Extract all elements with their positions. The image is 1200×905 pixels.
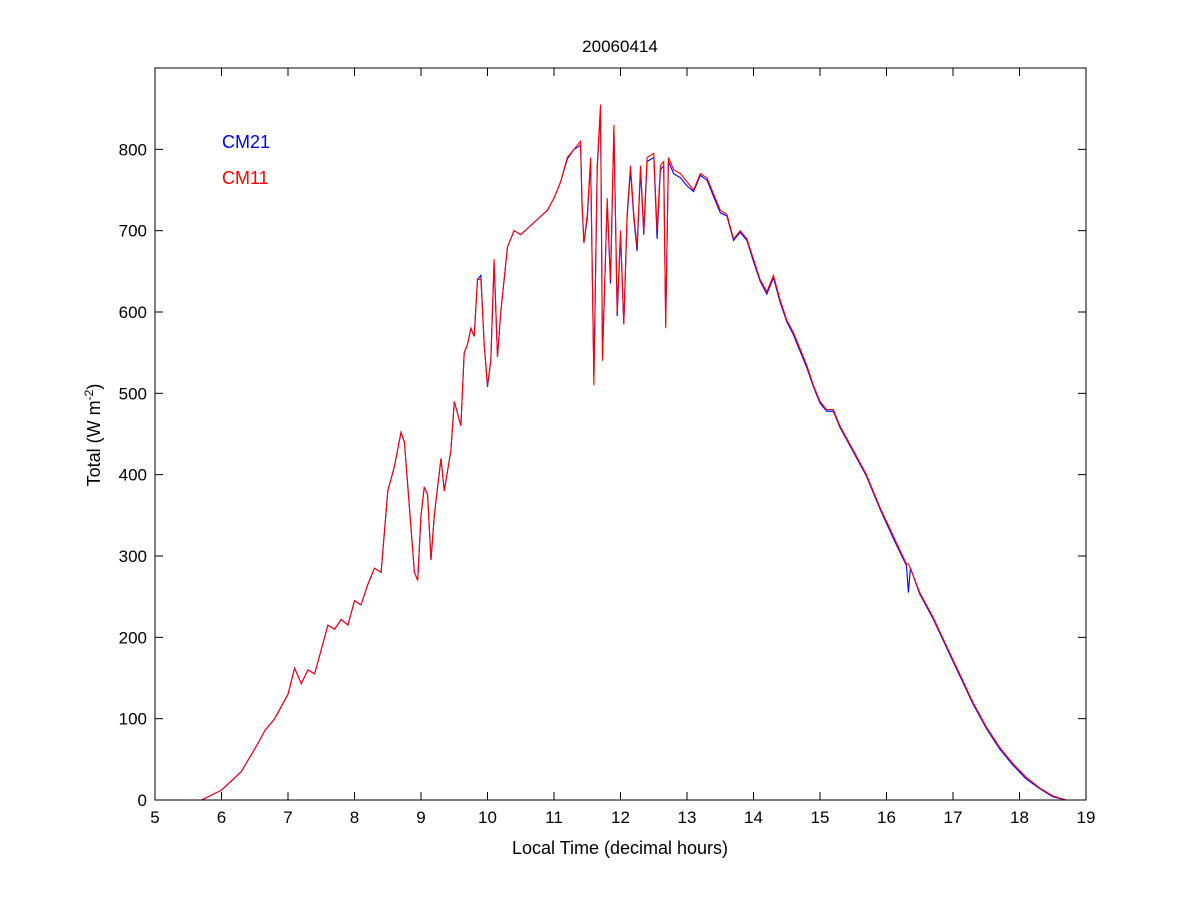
chart-title: 20060414 [582,37,658,56]
y-axis-label-end: ) [84,384,104,390]
x-tick-label: 18 [1010,808,1029,827]
y-tick-label: 200 [119,628,147,647]
x-axis-label: Local Time (decimal hours) [512,838,728,858]
x-tick-label: 9 [416,808,425,827]
y-tick-label: 700 [119,222,147,241]
x-tick-label: 16 [877,808,896,827]
x-tick-label: 15 [811,808,830,827]
y-tick-label: 600 [119,303,147,322]
x-tick-label: 13 [678,808,697,827]
x-tick-label: 14 [744,808,763,827]
plot-box [154,67,1087,801]
y-tick-label: 300 [119,547,147,566]
x-tick-label: 17 [944,808,963,827]
x-tick-label: 19 [1077,808,1096,827]
y-tick-label: 400 [119,466,147,485]
y-axis-label-sup: -2 [82,389,96,400]
x-tick-label: 5 [150,808,159,827]
x-tick-label: 12 [611,808,630,827]
axis-ticks: 5 6 7 8 9 10 11 12 13 14 15 16 17 18 19 0 100 200 300 400 50… [119,68,1096,827]
x-tick-label: 11 [545,808,563,827]
y-axis-label-main: Total (W m [84,400,104,486]
series-layer [201,104,1067,801]
legend-cm11: CM11 [222,168,269,188]
x-tick-label: 10 [478,808,497,827]
x-tick-label: 7 [283,808,292,827]
y-axis-label: Total (W m-2) [82,384,104,487]
y-tick-label: 500 [119,384,147,403]
series-line-cm11 [201,104,1067,801]
x-tick-label: 8 [350,808,359,827]
y-tick-label: 100 [119,710,147,729]
y-tick-label: 0 [138,791,147,810]
x-tick-label: 6 [217,808,226,827]
legend-cm21: CM21 [222,132,270,152]
y-tick-label: 800 [119,140,147,159]
